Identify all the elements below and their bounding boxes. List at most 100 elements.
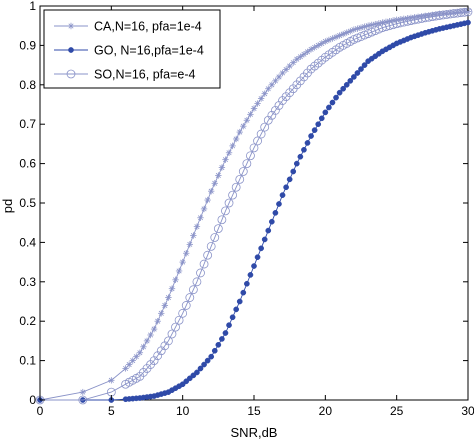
data-point bbox=[261, 236, 268, 243]
data-point bbox=[265, 227, 272, 234]
data-point bbox=[388, 20, 398, 30]
data-point bbox=[176, 383, 182, 390]
data-point bbox=[354, 70, 361, 76]
data-point bbox=[435, 11, 444, 20]
x-tick-label: 10 bbox=[176, 404, 190, 418]
data-point bbox=[190, 372, 197, 379]
data-point bbox=[258, 245, 264, 252]
data-point bbox=[188, 285, 198, 295]
data-point bbox=[222, 156, 229, 163]
data-point bbox=[286, 176, 293, 183]
data-point bbox=[168, 285, 176, 292]
data-point bbox=[185, 293, 195, 302]
data-point bbox=[236, 128, 243, 136]
data-point bbox=[301, 146, 307, 153]
data-point bbox=[161, 302, 169, 309]
data-point bbox=[235, 174, 245, 184]
data-point bbox=[402, 16, 412, 26]
data-point bbox=[268, 218, 275, 225]
data-point bbox=[247, 272, 254, 278]
data-point bbox=[181, 301, 191, 310]
legend-label: SO,N=16, pfa=e-4 bbox=[94, 68, 196, 82]
data-point bbox=[246, 151, 255, 161]
data-point bbox=[347, 27, 354, 35]
data-point bbox=[218, 164, 226, 171]
data-point bbox=[275, 73, 283, 81]
data-point bbox=[447, 23, 454, 30]
data-point bbox=[297, 53, 304, 60]
data-point bbox=[249, 143, 259, 153]
data-point bbox=[390, 42, 396, 49]
legend-marker bbox=[68, 47, 74, 53]
data-point bbox=[268, 81, 276, 88]
data-point bbox=[311, 127, 318, 133]
y-tick-label: 0.9 bbox=[19, 38, 36, 52]
data-point bbox=[204, 357, 211, 364]
data-point bbox=[257, 95, 265, 102]
data-point bbox=[254, 254, 261, 261]
data-point bbox=[315, 121, 322, 128]
data-point bbox=[290, 59, 297, 66]
data-point bbox=[253, 136, 262, 146]
data-point bbox=[279, 192, 286, 198]
data-point bbox=[283, 184, 289, 191]
y-tick-label: 0 bbox=[29, 393, 36, 407]
series-2 bbox=[37, 19, 471, 403]
y-tick-label: 0.6 bbox=[19, 157, 36, 171]
data-point bbox=[333, 94, 339, 101]
data-point bbox=[329, 99, 336, 106]
data-point bbox=[399, 17, 409, 27]
data-point bbox=[197, 214, 204, 221]
curves bbox=[35, 7, 473, 405]
series-3 bbox=[35, 7, 473, 405]
data-point bbox=[336, 89, 343, 96]
data-point bbox=[165, 294, 172, 301]
data-point bbox=[228, 190, 238, 200]
y-tick-label: 0.4 bbox=[19, 235, 36, 249]
data-point bbox=[147, 393, 154, 400]
data-point bbox=[242, 159, 252, 169]
data-point bbox=[318, 40, 325, 47]
y-tick-label: 0.3 bbox=[19, 275, 36, 289]
data-point bbox=[167, 329, 177, 339]
data-point bbox=[431, 11, 441, 21]
x-axis-label: SNR,dB bbox=[231, 425, 278, 440]
data-point bbox=[225, 149, 233, 156]
data-point bbox=[206, 241, 216, 251]
data-point bbox=[354, 25, 361, 32]
data-point bbox=[413, 14, 423, 24]
data-point bbox=[326, 104, 332, 111]
x-tick-label: 30 bbox=[461, 404, 474, 418]
data-point bbox=[311, 44, 318, 51]
data-point bbox=[240, 289, 247, 296]
x-tick-label: 15 bbox=[247, 404, 261, 418]
data-point bbox=[131, 373, 141, 383]
data-point bbox=[261, 90, 268, 97]
data-point bbox=[226, 322, 232, 328]
data-point bbox=[79, 388, 86, 396]
data-point bbox=[154, 318, 161, 325]
data-point bbox=[133, 353, 140, 360]
data-point bbox=[304, 48, 311, 56]
data-point bbox=[171, 322, 180, 332]
data-point bbox=[140, 343, 147, 351]
data-point bbox=[347, 78, 354, 84]
legend: CA,N=16, pfa=1e-4 GO, N=16,pfa=1e-4 SO,N=1… bbox=[43, 9, 221, 89]
data-point bbox=[196, 268, 205, 278]
legend-item: GO, N=16,pfa=1e-4 bbox=[54, 44, 204, 58]
data-point bbox=[251, 263, 257, 269]
data-point bbox=[438, 10, 448, 20]
data-point bbox=[203, 250, 213, 260]
data-point bbox=[172, 276, 179, 284]
y-tick-label: 1 bbox=[29, 0, 36, 13]
data-point bbox=[265, 85, 272, 92]
data-point bbox=[222, 330, 229, 336]
data-point bbox=[315, 42, 322, 49]
data-point bbox=[233, 306, 240, 313]
data-point bbox=[175, 267, 183, 275]
data-point bbox=[317, 55, 327, 65]
legend-item: SO,N=16, pfa=e-4 bbox=[54, 68, 196, 82]
data-point bbox=[232, 135, 240, 143]
data-point bbox=[229, 142, 236, 150]
